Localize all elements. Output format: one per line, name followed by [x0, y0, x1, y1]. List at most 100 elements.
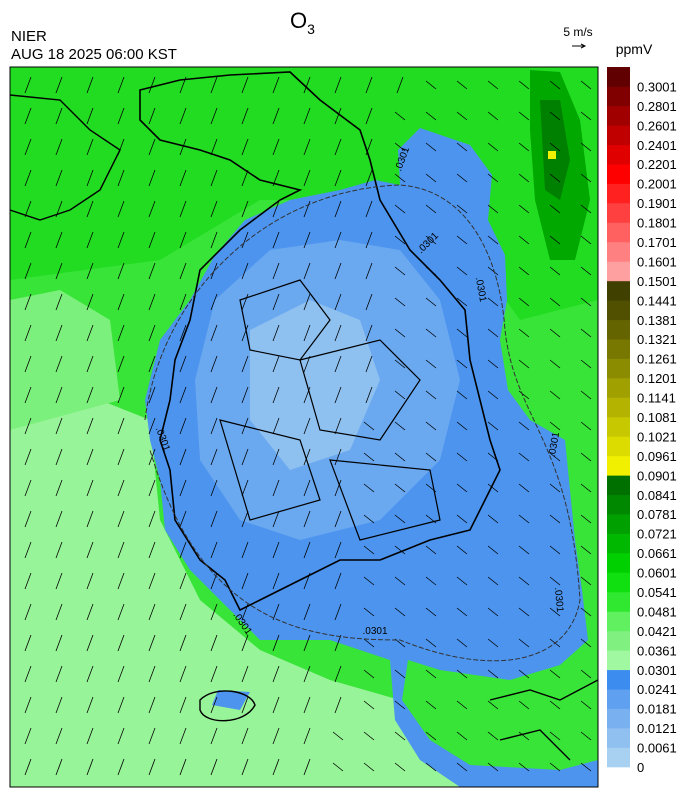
wind-arrow: [303, 200, 311, 218]
wind-arrow: [86, 541, 94, 559]
wind-arrow: [210, 696, 218, 714]
wind-arrow: [518, 669, 530, 679]
wind-arrow: [580, 762, 592, 772]
wind-arrow: [210, 634, 218, 652]
wind-arrow: [456, 359, 468, 369]
colorbar-bin: [607, 358, 630, 379]
wind-arrow: [179, 417, 187, 435]
wind-arrow: [148, 169, 156, 187]
wind-arrow: [272, 107, 280, 125]
wind-arrow: [303, 324, 311, 342]
province-borders: [219, 279, 441, 541]
wind-arrow: [580, 700, 592, 710]
wind-arrow: [24, 448, 32, 466]
wind-arrow: [518, 266, 530, 276]
wind-arrow: [148, 572, 156, 590]
wind-arrow: [303, 603, 311, 621]
wind-arrow: [117, 572, 125, 590]
colorbar-bin: [607, 319, 630, 340]
wind-arrow: [272, 231, 280, 249]
wind-arrow: [334, 541, 342, 559]
wind-arrow: [518, 483, 530, 493]
wind-arrow: [456, 514, 468, 524]
field-lowest: [250, 300, 380, 470]
colorbar-bin: [607, 669, 630, 690]
colorbar-bin: [607, 417, 630, 437]
wind-arrow: [334, 634, 342, 652]
wind-arrow: [86, 417, 94, 435]
wind-arrow: [241, 262, 249, 280]
wind-arrow: [518, 638, 530, 648]
wind-arrow: [86, 231, 94, 249]
wind-arrow: [334, 200, 342, 218]
wind-arrow: [365, 386, 373, 404]
wind-arrow: [179, 696, 187, 714]
wind-arrow: [272, 262, 280, 280]
wind-arrow: [425, 731, 437, 741]
wind-arrow: [241, 324, 249, 342]
wind-arrow: [210, 324, 218, 342]
colorbar-bin: [607, 183, 630, 204]
wind-arrow: [518, 235, 530, 245]
wind-arrow: [425, 421, 437, 431]
field-west: [10, 290, 120, 430]
wind-arrow: [24, 758, 32, 776]
wind-arrow: [303, 231, 311, 249]
wind-arrow: [365, 324, 373, 342]
wind-arrow: [363, 762, 375, 772]
wind-arrow: [86, 510, 94, 528]
wind-arrow: [456, 576, 468, 586]
wind-arrow: [117, 696, 125, 714]
wind-arrow: [363, 731, 375, 741]
wind-arrow: [117, 510, 125, 528]
wind-arrow: [148, 200, 156, 218]
wind-arrow: [148, 386, 156, 404]
wind-arrow: [549, 545, 561, 555]
wind-arrow: [179, 169, 187, 187]
colorbar-tick-label: 0.1201: [637, 371, 677, 386]
colorbar-tick-label: 0.1441: [637, 293, 677, 308]
wind-arrow: [272, 727, 280, 745]
wind-arrow: [303, 355, 311, 373]
wind-arrow: [425, 390, 437, 400]
wind-arrow: [487, 762, 499, 772]
field-southwest: [10, 400, 460, 787]
wind-arrow: [24, 293, 32, 311]
wind-arrow: [394, 514, 406, 524]
wind-arrow: [518, 359, 530, 369]
wind-arrow: [456, 142, 468, 152]
wind-arrow: [210, 758, 218, 776]
wind-arrow: [549, 390, 561, 400]
wind-arrow: [303, 169, 311, 187]
wind-arrow: [179, 510, 187, 528]
wind-arrow: [148, 448, 156, 466]
colorbar-bin: [607, 455, 630, 476]
wind-arrow: [580, 390, 592, 400]
wind-arrow: [179, 727, 187, 745]
wind-arrow: [179, 603, 187, 621]
wind-arrow: [580, 80, 592, 90]
wind-arrow: [456, 669, 468, 679]
wind-arrow: [55, 76, 63, 94]
colorbar-tick-label: 0.1081: [637, 410, 677, 425]
wind-arrow: [425, 297, 437, 307]
colorbar-bin: [607, 728, 630, 748]
colorbar-tick-label: 0.0301: [637, 663, 677, 678]
colorbar-tick-label: 0.1901: [637, 196, 677, 211]
wind-arrow: [518, 607, 530, 617]
colorbar-tick-label: 0.1321: [637, 332, 677, 347]
wind-arrow: [456, 390, 468, 400]
wind-scale-arrowhead: [580, 43, 587, 49]
wind-arrow: [332, 731, 344, 741]
wind-arrow: [580, 328, 592, 338]
wind-arrow: [179, 572, 187, 590]
wind-arrow: [518, 297, 530, 307]
wind-arrow: [334, 231, 342, 249]
wind-arrow: [334, 76, 342, 94]
wind-arrow: [394, 421, 406, 431]
field-max-cell: [548, 151, 556, 159]
colorbar-bin: [607, 242, 630, 262]
wind-arrow: [487, 173, 499, 183]
wind-arrow: [272, 138, 280, 156]
colorbar-bin: [607, 105, 630, 126]
